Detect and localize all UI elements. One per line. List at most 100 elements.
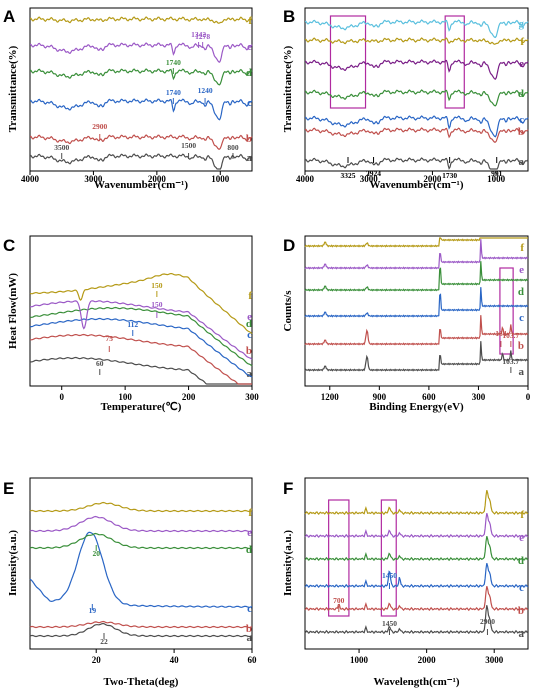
x-tick-label: 40 (170, 655, 180, 665)
x-tick-label: 100 (118, 392, 132, 402)
series-label: a (247, 152, 253, 164)
plot-frame (304, 477, 529, 650)
x-tick-label: 2000 (423, 174, 442, 184)
annotation-label: 1342 (191, 30, 206, 39)
series-label: f (520, 36, 524, 48)
x-tick-label: 300 (472, 392, 486, 402)
series-label: e (519, 58, 524, 70)
panel-letter: F (283, 479, 293, 498)
series-a-line (29, 356, 252, 385)
series-f-line (304, 490, 529, 516)
series-label: f (520, 242, 524, 254)
annotation-label: 1450 (382, 619, 397, 628)
series-b-line (29, 134, 253, 150)
x-tick-label: 0 (526, 392, 531, 402)
annotation-label: 2900 (92, 122, 107, 131)
series-e-line (305, 59, 529, 80)
series-label: c (247, 329, 252, 341)
series-f-line (29, 273, 253, 335)
series-label: e (247, 527, 252, 539)
series-a-line (29, 623, 253, 638)
series-c-line (304, 563, 529, 589)
annotation-label: 700 (333, 596, 345, 605)
highlight-box (328, 499, 350, 617)
annotation-label: 1450 (382, 571, 397, 580)
series-label: c (519, 114, 524, 126)
x-axis-title: Binding Energy(eV) (369, 401, 464, 413)
annotation-label: 60 (96, 359, 104, 368)
series-b-line (29, 333, 252, 385)
series-a-line (304, 605, 529, 635)
annotation-label: 150 (151, 300, 163, 309)
x-axis-title: Wavelength(cm⁻¹) (373, 676, 459, 688)
series-label: d (518, 555, 524, 567)
plot-frame (29, 7, 253, 172)
x-tick-label: 1200 (321, 392, 340, 402)
annotation-label: 3325 (341, 171, 356, 180)
series-b-line (304, 315, 529, 346)
panel-letter: C (3, 236, 15, 255)
x-axis-title: Temperature(℃) (101, 401, 182, 413)
series-g-line (305, 19, 529, 39)
series-label: b (518, 605, 524, 617)
y-axis-title: Transmittance(%) (282, 45, 294, 132)
series-label: f (248, 290, 252, 302)
series-b-line (29, 620, 253, 629)
series-c-line (30, 98, 253, 121)
series-c-line (304, 287, 529, 318)
series-d-line (304, 261, 529, 292)
series-label: a (519, 628, 525, 640)
highlight-box (380, 499, 397, 617)
annotation-label: 1278 (195, 32, 210, 41)
x-tick-label: 3000 (485, 655, 504, 665)
x-tick-label: 1000 (487, 174, 506, 184)
series-label: d (246, 544, 252, 556)
series-c-line (29, 531, 253, 608)
x-tick-label: 60 (248, 655, 258, 665)
panel-C: C Heat Flow(mW) Temperature(℃) 0 100 200 300 ab… (3, 235, 259, 413)
series-label: b (518, 126, 524, 138)
x-axis-title: Wavenumber(cm⁻¹) (94, 179, 188, 191)
x-tick-label: 600 (422, 392, 436, 402)
x-tick-label: 300 (245, 392, 259, 402)
series-label: a (519, 366, 525, 378)
x-tick-label: 1000 (211, 174, 230, 184)
annotation-label: 1740 (166, 88, 181, 97)
series-d-line (29, 68, 253, 86)
annotation-label: 2900 (480, 617, 495, 626)
series-label: a (247, 368, 253, 380)
series-c-line (29, 317, 253, 378)
panel-letter: A (3, 7, 15, 26)
panel-E: E Intensity(a.u.) Two-Theta(deg) 20 40 60 abc d… (3, 477, 258, 688)
series-label: b (518, 340, 524, 352)
series-a-line (304, 341, 529, 372)
x-axis-title: Two-Theta(deg) (104, 676, 179, 688)
series-label: d (518, 88, 524, 100)
annotation-label: 164 (495, 329, 507, 338)
panel-A: A Transmittance(%) Wavenumber(cm⁻¹) 4000 300… (3, 7, 253, 191)
series-label: b (246, 623, 252, 635)
annotation-label: 1730 (442, 171, 457, 180)
series-e-line (304, 239, 529, 270)
x-tick-label: 1000 (350, 655, 369, 665)
series-label: b (246, 133, 252, 145)
series-label: f (248, 507, 252, 519)
series-c-line (305, 115, 529, 138)
plot-frame (304, 235, 529, 387)
panel-B: B Transmittance(%) Wavenumber(cm⁻¹) 4000 300… (282, 7, 529, 191)
x-tick-label: 0 (59, 392, 64, 402)
series-f-line (304, 237, 528, 248)
series-d-line (304, 89, 529, 107)
series-a-line (305, 157, 529, 170)
series-e-line (30, 42, 253, 63)
panel-letter: D (283, 236, 295, 255)
panel-letter: E (3, 479, 14, 498)
y-axis-title: Intensity(a.u.) (7, 530, 19, 596)
annotation-label: 800 (227, 143, 239, 152)
annotation-label: 991 (491, 169, 503, 178)
x-tick-label: 2000 (148, 174, 167, 184)
annotation-label: 1740 (166, 58, 181, 67)
series-e-line (29, 300, 253, 360)
annotation-label: 103.7 (502, 357, 519, 366)
